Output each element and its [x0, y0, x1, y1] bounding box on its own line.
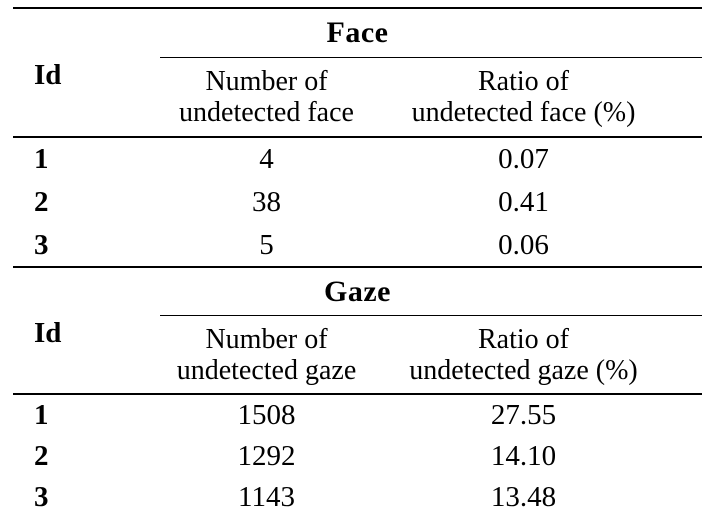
- face-subcolumn-group: Number of undetected face Ratio of undet…: [160, 57, 702, 136]
- cell-ratio: 14.10: [490, 440, 557, 472]
- cell-id: 1: [34, 143, 49, 175]
- table-title: Gaze: [324, 274, 391, 308]
- cell-id: 1: [34, 399, 49, 431]
- table-row: 1 4 0.07: [13, 138, 702, 181]
- cell-id: 2: [34, 186, 49, 218]
- gaze-table-header-row: Id Number of undetected gaze Ratio of un…: [13, 315, 702, 393]
- cell-count: 4: [259, 143, 274, 175]
- column-header-count: Number of undetected face: [179, 66, 354, 128]
- face-table: Face Id Number of undetected face Ratio …: [13, 7, 702, 267]
- cell-id: 3: [34, 481, 49, 513]
- table-row: 1 1508 27.55: [13, 395, 702, 436]
- cell-id: 2: [34, 440, 49, 472]
- table-title: Face: [326, 16, 389, 49]
- face-table-body: 1 4 0.07 2 38 0.41 3 5 0.06: [13, 136, 702, 267]
- column-header-id: Id: [34, 59, 62, 91]
- cell-ratio: 13.48: [490, 481, 557, 513]
- table-row: 3 1143 13.48: [13, 477, 702, 518]
- gaze-table-title-row: Gaze: [13, 268, 702, 315]
- gaze-table-body: 1 1508 27.55 2 1292 14.10 3 1143 13.48: [13, 393, 702, 518]
- cell-count: 1143: [238, 481, 295, 513]
- gaze-subcolumn-group: Number of undetected gaze Ratio of undet…: [160, 315, 702, 393]
- face-table-header-row: Id Number of undetected face Ratio of un…: [13, 57, 702, 136]
- table-row: 3 5 0.06: [13, 224, 702, 267]
- cell-ratio: 27.55: [490, 399, 557, 431]
- column-header-ratio: Ratio of undetected face (%): [411, 66, 636, 128]
- column-header-ratio: Ratio of undetected gaze (%): [409, 323, 638, 386]
- cell-ratio: 0.07: [498, 143, 549, 175]
- gaze-table: Gaze Id Number of undetected gaze Ratio …: [13, 266, 702, 518]
- cell-count: 38: [252, 186, 281, 218]
- cell-count: 1508: [237, 399, 296, 431]
- column-header-count: Number of undetected gaze: [176, 323, 357, 386]
- table-row: 2 38 0.41: [13, 181, 702, 224]
- face-table-title-row: Face: [13, 9, 702, 57]
- table-row: 2 1292 14.10: [13, 436, 702, 477]
- cell-ratio: 0.06: [498, 229, 549, 261]
- column-header-id: Id: [34, 317, 62, 349]
- cell-count: 5: [259, 229, 274, 261]
- cell-id: 3: [34, 229, 49, 261]
- cell-ratio: 0.41: [498, 186, 549, 218]
- cell-count: 1292: [237, 440, 296, 472]
